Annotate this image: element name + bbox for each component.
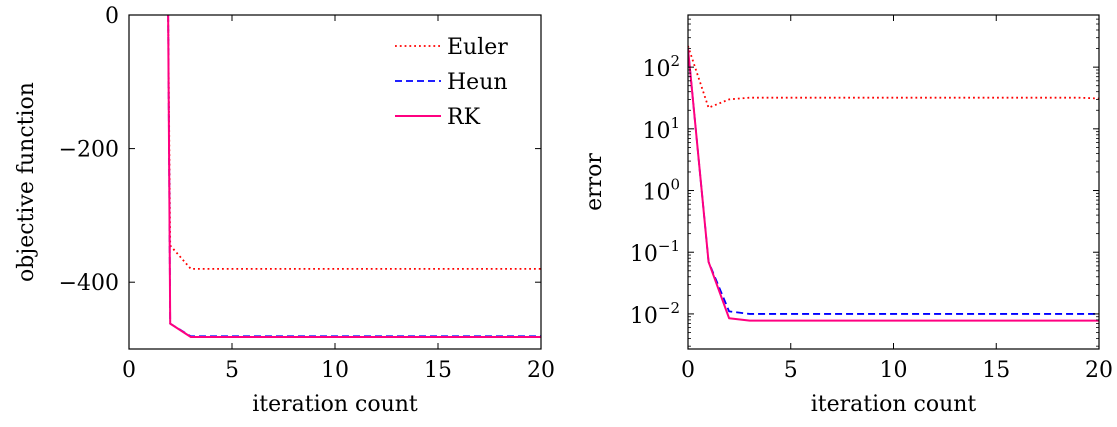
y-tick-label: 101	[642, 114, 680, 144]
y-tick-label: 0	[105, 4, 119, 29]
y-axis-label: objective function	[14, 82, 39, 282]
series-line-rk	[167, 15, 541, 338]
y-tick-label: −400	[59, 271, 119, 296]
legend-label-euler: Euler	[447, 35, 508, 60]
series-line-euler	[688, 45, 1099, 109]
plot-frame	[128, 14, 542, 350]
x-axis-label: iteration count	[252, 392, 418, 417]
x-axis-label: iteration count	[811, 392, 977, 417]
y-tick-label: −200	[59, 138, 119, 163]
series-line-heun	[167, 15, 541, 338]
x-tick-label: 20	[527, 358, 555, 383]
x-tick-label: 10	[880, 358, 908, 383]
y-axis-label: error	[582, 153, 607, 211]
y-tick-label: 10−1	[630, 237, 680, 267]
series-group	[688, 45, 1099, 322]
x-tick-label: 0	[681, 358, 695, 383]
x-tick-label: 15	[424, 358, 452, 383]
legend-label-heun: Heun	[447, 70, 508, 95]
error-chart: 0 5 10 15 20 102 101 100 10−1 10−2 iteration count…	[582, 14, 1113, 417]
x-tick-label: 5	[225, 358, 239, 383]
x-tick-label: 10	[321, 358, 349, 383]
y-tick-label: 100	[642, 176, 680, 206]
x-tick-label: 15	[982, 358, 1010, 383]
x-tick-label: 20	[1085, 358, 1113, 383]
objective-function-chart: 0 5 10 15 20 0 −200 −400 iteration count objectiv…	[14, 4, 555, 417]
legend: Euler Heun RK	[395, 35, 508, 130]
legend-label-rk: RK	[447, 105, 481, 130]
x-tick-label: 5	[784, 358, 798, 383]
series-line-rk	[688, 48, 1099, 322]
x-tick-label: 0	[122, 358, 136, 383]
series-group	[167, 15, 541, 338]
series-line-heun	[688, 48, 1099, 315]
plot-frame	[687, 14, 1100, 350]
y-tick-label: 10−2	[630, 299, 680, 329]
y-tick-label: 102	[642, 52, 680, 82]
